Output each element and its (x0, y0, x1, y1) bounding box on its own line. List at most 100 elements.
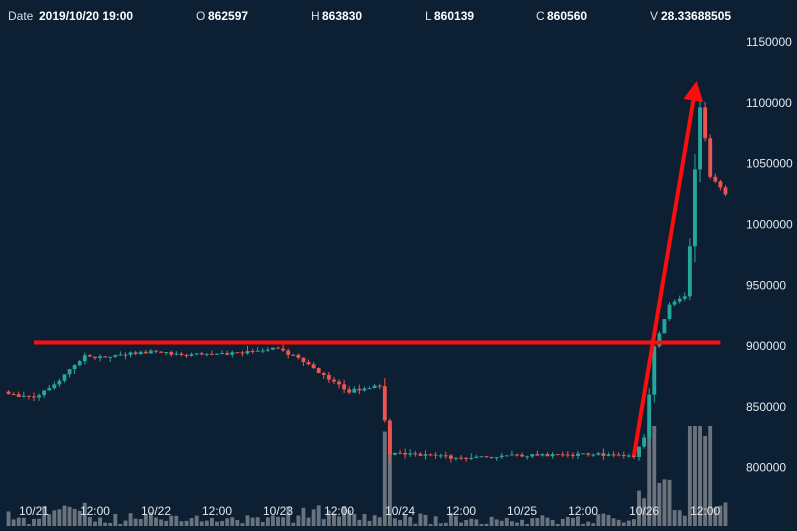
candle-body (606, 454, 611, 456)
volume-bar (433, 516, 438, 526)
volume-bar (184, 520, 189, 526)
volume-bar (718, 505, 723, 526)
candle-body (306, 362, 311, 365)
volume-bar (311, 509, 316, 526)
volume-bar (133, 518, 138, 526)
volume-bar (21, 517, 26, 526)
x-tick-label: 12:00 (80, 504, 110, 518)
volume-bar (159, 519, 164, 526)
candle-body (474, 456, 479, 458)
x-tick-label: 10/26 (629, 504, 659, 518)
candle-body (189, 354, 194, 356)
y-tick-label: 850000 (746, 400, 786, 414)
volume-bar (438, 523, 443, 526)
candle-body (357, 388, 362, 391)
candle-body (296, 354, 301, 358)
volume-bar (667, 479, 672, 526)
candle-body (499, 455, 504, 458)
volume-bar (581, 523, 586, 526)
candle-body (494, 457, 499, 459)
candle-body (21, 395, 26, 397)
candle-body (311, 364, 316, 369)
volume-bar (321, 519, 326, 526)
high-value: 863830 (322, 9, 362, 23)
annotations (33, 80, 721, 456)
candle-body (52, 384, 57, 389)
candle-body (540, 454, 545, 456)
candle-body (128, 352, 133, 355)
y-axis: 800000 850000 900000 950000 1000000 1050000 11… (746, 35, 793, 475)
candle-body (316, 368, 321, 374)
volume-bar (657, 482, 662, 526)
ohlc-header: Date 2019/10/20 19:00 O 862597 H 863830 … (8, 9, 731, 23)
y-tick-label: 1150000 (746, 35, 792, 49)
candle-body (67, 369, 72, 375)
volume-bar (377, 517, 382, 526)
volume-bar (413, 523, 418, 526)
candle-body (438, 455, 443, 457)
candle-body (657, 333, 662, 347)
candle-body (632, 455, 636, 458)
candle-body (454, 457, 458, 459)
candle-body (418, 453, 423, 456)
candle-body (352, 388, 357, 393)
candle-body (235, 352, 240, 354)
candle-body (16, 394, 21, 397)
x-tick-label: 12:00 (202, 504, 232, 518)
volume-bar (479, 524, 484, 526)
volume-bar (194, 515, 199, 526)
candlesticks (6, 99, 728, 464)
volume-bar (535, 517, 540, 526)
volume-bar (652, 426, 657, 526)
volume-bar (693, 426, 697, 526)
candle-body (560, 454, 565, 456)
volume-bar (703, 435, 708, 526)
volume-bar (403, 514, 408, 526)
candle-body (291, 354, 296, 356)
candle-body (260, 350, 265, 352)
volume-bar (586, 521, 591, 526)
volume-bar (82, 502, 87, 526)
volume-bar (143, 514, 148, 526)
volume-bar (454, 516, 458, 526)
volume-bar (362, 513, 367, 526)
candle-body (240, 352, 245, 354)
volume-bar (220, 520, 225, 526)
volume-bar (637, 490, 641, 526)
volume-bar (164, 520, 169, 526)
candle-body (184, 355, 189, 357)
candle-body (159, 351, 164, 353)
volume-bar (448, 512, 453, 526)
candle-body (93, 356, 97, 358)
date-label: Date (8, 9, 34, 23)
volume-bar (596, 514, 601, 526)
volume-bar (215, 521, 219, 526)
candle-body (387, 420, 392, 455)
candle-body (408, 453, 413, 455)
candle-body (626, 455, 631, 457)
candle-body (133, 352, 138, 355)
volume-bar (265, 517, 270, 526)
candle-body (103, 356, 108, 358)
candle-body (677, 298, 682, 302)
volume-bar (698, 426, 702, 526)
candle-body (286, 350, 291, 355)
volume-bar (174, 515, 179, 526)
candle-body (118, 354, 123, 356)
candle-body (723, 187, 728, 195)
volume-bar (525, 524, 530, 526)
candle-body (337, 381, 341, 385)
volume-bar (255, 517, 260, 526)
y-tick-label: 1100000 (746, 96, 792, 110)
volume-bar (393, 518, 397, 526)
volume-bar (87, 516, 92, 526)
close-value: 860560 (547, 9, 587, 23)
x-tick-label: 10/22 (141, 504, 171, 518)
candle-body (662, 319, 667, 334)
candle-body (713, 176, 718, 182)
volume-bar (123, 520, 128, 526)
volume-bar (37, 518, 41, 526)
candle-body (576, 453, 580, 456)
